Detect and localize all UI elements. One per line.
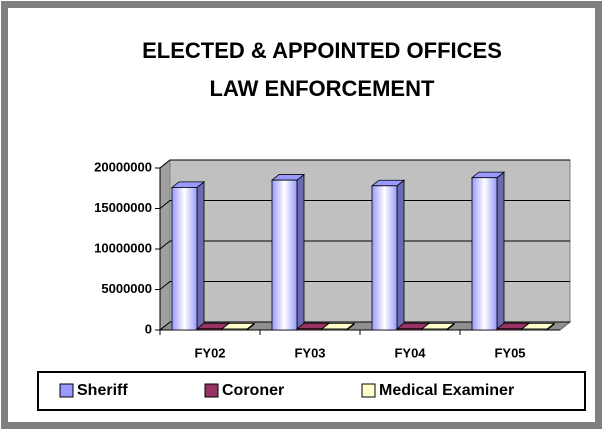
bar [420, 322, 456, 331]
bar-front [196, 328, 223, 331]
x-tick-label: FY02 [194, 345, 225, 360]
legend-swatch [59, 383, 74, 398]
y-tick-label: 20000000 [94, 159, 152, 174]
chart-title: LAW ENFORCEMENT [210, 76, 435, 101]
legend-label: Sheriff [77, 382, 128, 399]
legend-label: Coroner [222, 382, 284, 399]
bar-front [296, 328, 323, 331]
chart-title: ELECTED & APPOINTED OFFICES [142, 38, 502, 63]
y-tick-label: 15000000 [94, 200, 152, 215]
bar-front [171, 187, 198, 331]
bar [370, 179, 406, 331]
grid-line [159, 200, 570, 209]
bar-side [296, 173, 305, 331]
grid-line [159, 281, 570, 290]
bar-side [396, 179, 405, 331]
bar-front [221, 328, 248, 331]
legend-swatch [361, 383, 376, 398]
bar-front [471, 177, 498, 331]
bar [220, 322, 256, 331]
bar-front [271, 179, 298, 331]
bar [470, 171, 506, 331]
x-tick-label: FY04 [394, 345, 426, 360]
grid-line [159, 159, 570, 169]
y-tick-label: 5000000 [101, 281, 152, 296]
bar-front [421, 328, 448, 331]
grid-line [159, 240, 570, 250]
bar-front [521, 328, 548, 331]
bar [520, 322, 556, 331]
bar-front [396, 328, 423, 331]
y-tick-label: 10000000 [94, 240, 152, 255]
x-tick-label: FY03 [294, 345, 325, 360]
bar [170, 181, 206, 331]
bar-front [371, 185, 398, 331]
y-tick-label: 0 [145, 321, 152, 336]
x-tick-label: FY05 [494, 345, 525, 360]
bar-front [496, 328, 523, 331]
legend-label: Medical Examiner [379, 382, 514, 399]
legend-box [37, 371, 586, 411]
bar [320, 322, 356, 331]
bar-front [321, 328, 348, 331]
grid-line [159, 321, 570, 331]
legend-swatch [204, 383, 219, 398]
bar [270, 173, 306, 331]
bar-side [196, 181, 205, 331]
bar-side [496, 171, 505, 331]
